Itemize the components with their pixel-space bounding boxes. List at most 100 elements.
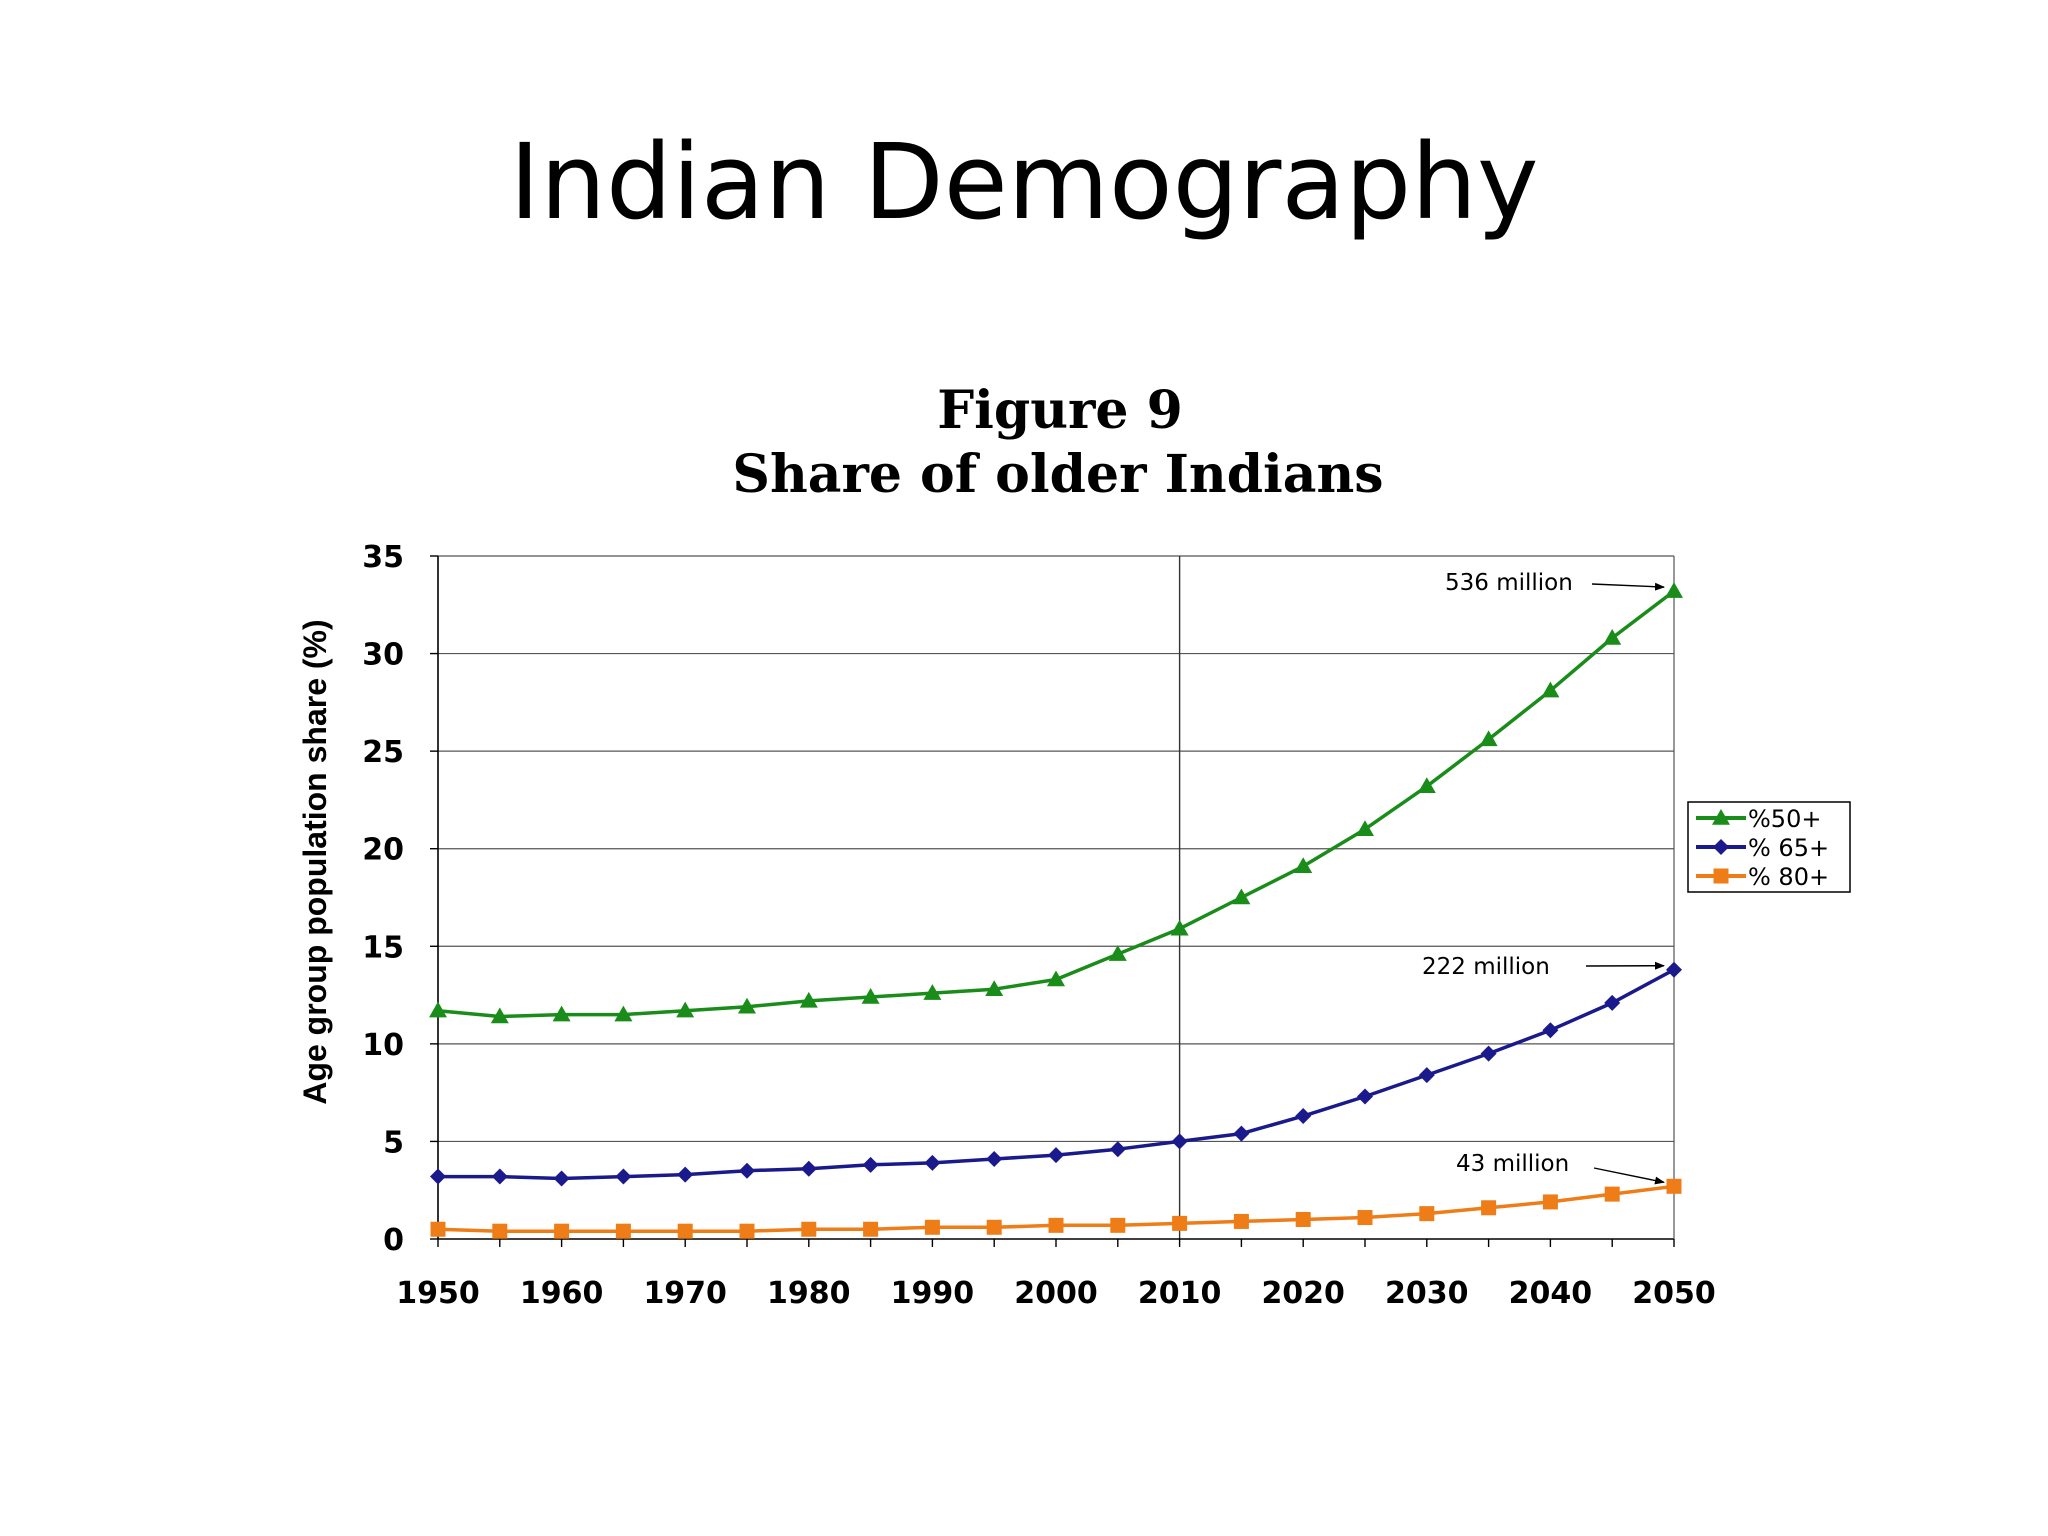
- x-tick-label: 2020: [1261, 1276, 1345, 1311]
- annotations: 536 million 222 million 43 million: [1422, 570, 1665, 1185]
- data-point: [1356, 820, 1374, 836]
- data-point: [1666, 1178, 1682, 1194]
- legend-item: % 80+: [1696, 863, 1829, 891]
- series-line: [437, 589, 1676, 1019]
- legend-swatch-marker: [1713, 839, 1729, 855]
- data-point: [1294, 857, 1313, 874]
- data-point: [1419, 1206, 1435, 1222]
- data-point: [491, 1168, 508, 1185]
- data-point: [615, 1223, 631, 1239]
- data-point: [1233, 1125, 1250, 1142]
- data-point: [430, 1168, 446, 1185]
- data-point: [861, 988, 880, 1004]
- data-point: [739, 1223, 755, 1239]
- data-point: [1481, 1200, 1497, 1216]
- grid-lines: [438, 555, 1674, 1239]
- data-point: [924, 1154, 941, 1171]
- legend-swatch-marker: [1713, 868, 1729, 884]
- data-point: [1604, 1186, 1620, 1202]
- data-point: [1480, 1045, 1497, 1062]
- data-point: [490, 1007, 509, 1024]
- data-point: [1603, 628, 1622, 645]
- data-point: [862, 1156, 879, 1173]
- data-point: [614, 1005, 633, 1022]
- data-point: [986, 1219, 1002, 1235]
- data-point: [1233, 1213, 1249, 1229]
- data-point: [924, 1219, 940, 1235]
- data-point: [1542, 1194, 1558, 1210]
- x-tick-label: 2050: [1632, 1276, 1716, 1311]
- data-point: [1295, 1108, 1312, 1125]
- annotation-arrow: [1593, 1167, 1665, 1185]
- chart-title: Figure 9: [937, 380, 1183, 441]
- legend: %50+% 65+% 80+: [1687, 801, 1851, 893]
- data-point: [553, 1170, 570, 1187]
- series-group: [429, 582, 1683, 1239]
- y-tick-label: 30: [362, 638, 404, 673]
- x-tick-label: 2010: [1138, 1276, 1222, 1311]
- annotation-label: 536 million: [1445, 570, 1573, 596]
- data-point: [1357, 1210, 1373, 1226]
- legend-item: %50+: [1696, 805, 1821, 833]
- data-point: [863, 1221, 879, 1237]
- x-tick-label: 1970: [643, 1276, 727, 1311]
- data-point: [985, 980, 1004, 996]
- series-3: [430, 1178, 1682, 1239]
- y-tick-label: 15: [362, 930, 404, 965]
- data-point: [1357, 1088, 1373, 1105]
- data-point: [1665, 582, 1683, 598]
- data-point: [1170, 919, 1189, 936]
- data-point: [800, 1160, 817, 1177]
- y-tick-label: 5: [383, 1125, 404, 1160]
- series-2: [430, 961, 1682, 1187]
- data-point: [677, 1223, 693, 1239]
- x-tick-label: 1950: [396, 1276, 480, 1311]
- y-tick-label: 20: [362, 833, 404, 868]
- annotation-label: 222 million: [1422, 954, 1550, 980]
- data-point: [1542, 1022, 1559, 1039]
- data-point: [1232, 888, 1251, 905]
- data-point: [1479, 730, 1498, 747]
- axes: 0 5 10 15 20 25 30 35 1950 1960 1970 1980 1990 2000 20…: [362, 540, 1716, 1311]
- data-point: [738, 997, 756, 1014]
- x-tick-label: 2040: [1509, 1276, 1593, 1311]
- data-point: [492, 1223, 508, 1239]
- legend-label: % 65+: [1748, 834, 1829, 862]
- y-tick-label: 10: [362, 1028, 404, 1063]
- x-tick-label: 1960: [520, 1276, 604, 1311]
- data-point: [1171, 1133, 1188, 1150]
- y-tick-label: 25: [362, 735, 404, 770]
- x-tick-label: 2030: [1385, 1276, 1469, 1311]
- annotation-label: 43 million: [1456, 1151, 1569, 1177]
- y-axis-label: Age group population share (%): [297, 619, 333, 1104]
- data-point: [923, 984, 942, 1000]
- data-point: [1541, 681, 1560, 698]
- slide-title: Indian Demography: [509, 121, 1539, 243]
- data-point: [676, 1001, 695, 1018]
- data-point: [1110, 1217, 1126, 1233]
- data-point: [799, 991, 818, 1008]
- data-point: [1048, 1217, 1064, 1233]
- data-point: [677, 1166, 694, 1183]
- data-point: [1172, 1215, 1188, 1231]
- data-point: [1048, 1147, 1064, 1164]
- legend-swatch-marker: [1712, 809, 1730, 825]
- chart-subtitle: Share of older Indians: [732, 444, 1383, 505]
- legend-label: % 80+: [1748, 863, 1829, 891]
- data-point: [1109, 1141, 1126, 1158]
- data-point: [801, 1221, 817, 1237]
- data-point: [1417, 777, 1436, 794]
- data-point: [1295, 1211, 1311, 1227]
- x-tick-label: 1980: [767, 1276, 851, 1311]
- data-point: [552, 1005, 571, 1022]
- data-point: [1604, 994, 1621, 1011]
- data-point: [986, 1150, 1003, 1167]
- legend-label: %50+: [1748, 805, 1821, 833]
- legend-item: % 65+: [1696, 834, 1829, 862]
- data-point: [430, 1221, 446, 1237]
- series-1: [429, 582, 1683, 1024]
- x-tick-label: 1990: [891, 1276, 975, 1311]
- x-tick-label: 2000: [1014, 1276, 1098, 1311]
- data-point: [429, 1001, 447, 1018]
